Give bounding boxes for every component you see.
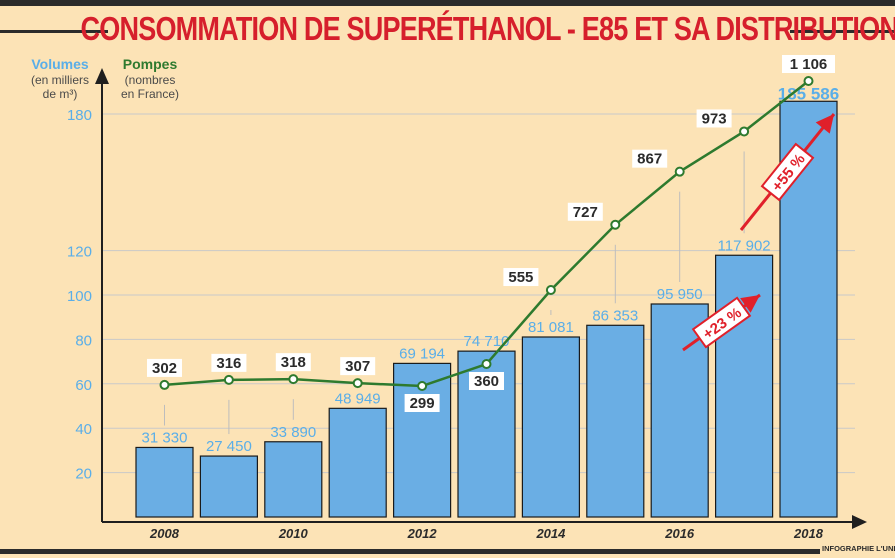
pump-point-2011 bbox=[352, 378, 363, 389]
bar-2014 bbox=[521, 336, 581, 518]
growth-arrow-2016-2017-head bbox=[740, 295, 760, 313]
bar-label-2008: 31 330 bbox=[142, 429, 188, 446]
y-tick-label: 100 bbox=[67, 288, 92, 305]
y-tick-label: 180 bbox=[67, 107, 92, 124]
bar-label-2010: 33 890 bbox=[270, 424, 316, 441]
pump-label-bg-2014 bbox=[503, 268, 539, 287]
bar-2008 bbox=[135, 446, 194, 518]
pump-label-2012: 299 bbox=[410, 395, 435, 412]
bar-2017 bbox=[714, 254, 774, 518]
pump-point-2016 bbox=[674, 166, 685, 177]
pump-point-2012 bbox=[417, 381, 428, 391]
bottom-rule bbox=[0, 549, 820, 554]
pump-label-bg-2013 bbox=[469, 372, 504, 390]
chart-title: CONSOMMATION DE SUPERÉTHANOL - E85 ET SA… bbox=[80, 10, 895, 47]
legend-pompes-title: Pompes bbox=[122, 56, 178, 72]
x-tick-label-2016: 2016 bbox=[664, 526, 695, 541]
pump-label-bg-2015 bbox=[567, 202, 603, 221]
x-tick-label-2014: 2014 bbox=[535, 526, 566, 541]
x-tick-label-2018: 2018 bbox=[793, 526, 824, 541]
legend-pompes-subtitle-line2: en France) bbox=[120, 87, 180, 101]
bar-2009 bbox=[199, 455, 258, 518]
x-tick-label-2008: 2008 bbox=[149, 526, 180, 541]
bar-2011 bbox=[328, 407, 387, 518]
legend-volumes-title: Volumes bbox=[31, 56, 89, 72]
x-tick-label-2010: 2010 bbox=[278, 526, 309, 541]
pump-point-2009 bbox=[223, 374, 234, 385]
pump-label-2013: 360 bbox=[474, 373, 499, 390]
pump-label-2016: 867 bbox=[637, 151, 662, 168]
growth-arrow-2017-2018-head bbox=[815, 114, 834, 134]
legend-volumes-subtitle: (en milliers de m³) bbox=[10, 73, 110, 101]
pump-label-bg-2011 bbox=[340, 357, 376, 376]
x-axis-arrow bbox=[852, 515, 867, 529]
bar-label-2012: 69 194 bbox=[399, 345, 445, 362]
pump-label-bg-2017 bbox=[696, 109, 732, 128]
bar-label-2011: 48 949 bbox=[335, 390, 381, 407]
growth-arrow-2017-2018-tag bbox=[760, 142, 815, 202]
pump-label-bg-2008 bbox=[147, 358, 182, 377]
pump-label-2010: 318 bbox=[281, 354, 306, 371]
pump-label-2008: 302 bbox=[152, 360, 177, 377]
credit-text: INFOGRAPHIE L'UNION bbox=[822, 544, 895, 553]
growth-arrow-2016-2017-tag bbox=[691, 296, 752, 349]
y-tick-label: 120 bbox=[67, 244, 92, 261]
pump-point-2013 bbox=[481, 359, 492, 369]
bar-2010 bbox=[264, 441, 323, 518]
title-rule-left bbox=[0, 30, 108, 33]
bar-label-2013: 74 710 bbox=[464, 333, 510, 350]
legend-pompes-subtitle: (nombres en France) bbox=[105, 73, 195, 101]
pump-label-2009: 316 bbox=[216, 355, 241, 372]
y-tick-label: 40 bbox=[75, 421, 92, 438]
pump-label-bg-2010 bbox=[275, 353, 311, 372]
bar-label-2015: 86 353 bbox=[592, 307, 638, 324]
bar-label-2016: 95 950 bbox=[657, 286, 703, 303]
bar-label-2009: 27 450 bbox=[206, 438, 252, 455]
bar-label-2014: 81 081 bbox=[528, 319, 574, 336]
legend-volumes-subtitle-line2: de m³) bbox=[42, 87, 78, 101]
y-tick-label: 60 bbox=[75, 377, 92, 394]
pump-label-2011: 307 bbox=[345, 358, 370, 375]
pump-label-bg-2009 bbox=[211, 353, 247, 372]
title-rule-right bbox=[790, 30, 895, 33]
legend-pompes-subtitle-line1: (nombres bbox=[124, 73, 176, 87]
legend-volumes-subtitle-line1: (en milliers bbox=[30, 73, 89, 87]
pump-label-2015: 727 bbox=[573, 204, 598, 221]
pump-label-2018: 1 106 bbox=[790, 56, 828, 73]
pump-point-2014 bbox=[545, 285, 556, 296]
pump-point-2008 bbox=[159, 379, 170, 390]
pump-point-2018 bbox=[803, 76, 814, 86]
y-tick-label: 80 bbox=[75, 332, 92, 349]
bar-label-2017: 117 902 bbox=[718, 237, 771, 254]
pump-point-2017 bbox=[739, 126, 750, 137]
pump-label-bg-2016 bbox=[632, 149, 668, 168]
pump-point-2010 bbox=[288, 374, 299, 385]
pump-label-2017: 973 bbox=[702, 110, 727, 127]
pump-label-bg-2018 bbox=[782, 55, 835, 73]
x-tick-label-2012: 2012 bbox=[407, 526, 438, 541]
pump-label-2014: 555 bbox=[508, 269, 533, 286]
pump-label-bg-2012 bbox=[404, 394, 440, 412]
top-rule bbox=[0, 0, 895, 6]
pump-point-2015 bbox=[610, 219, 621, 230]
bar-2015 bbox=[586, 324, 645, 518]
bar-label-2018: 185 586 bbox=[778, 84, 839, 103]
y-axis-arrow bbox=[95, 68, 109, 84]
y-tick-label: 20 bbox=[75, 466, 92, 483]
